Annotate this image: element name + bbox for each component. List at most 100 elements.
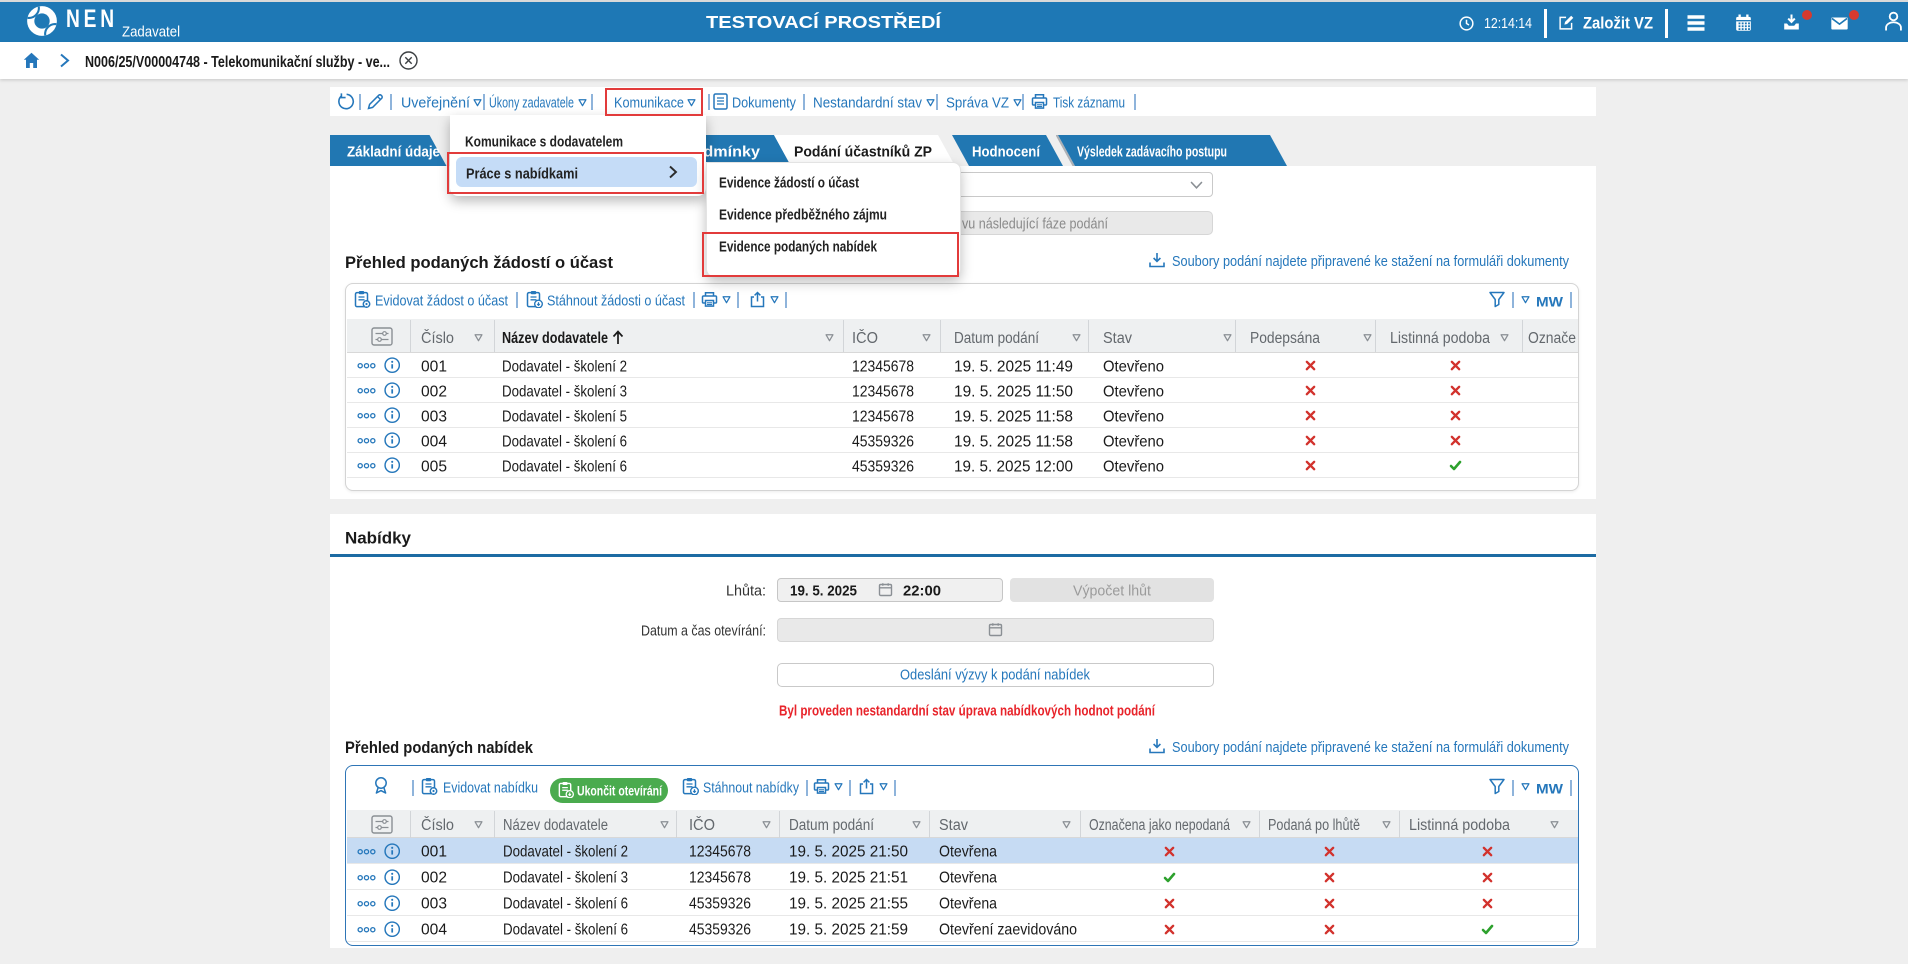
svg-text:IČO: IČO	[689, 817, 715, 834]
svg-text:19. 5. 2025 11:58: 19. 5. 2025 11:58	[954, 434, 1073, 451]
svg-text:004: 004	[421, 434, 447, 451]
svg-text:Evidence podaných nabídek: Evidence podaných nabídek	[719, 239, 878, 256]
svg-text:Datum podání: Datum podání	[954, 330, 1040, 347]
svg-text:19. 5. 2025 21:59: 19. 5. 2025 21:59	[789, 922, 908, 939]
svg-text:Označena jako nepodaná: Označena jako nepodaná	[1089, 817, 1230, 834]
svg-text:45359326: 45359326	[852, 459, 914, 476]
svg-text:Dodavatel - školení 3: Dodavatel - školení 3	[502, 384, 627, 401]
svg-text:Stav: Stav	[1103, 330, 1132, 347]
svg-text:12345678: 12345678	[852, 359, 914, 376]
svg-text:Dodavatel - školení 6: Dodavatel - školení 6	[502, 434, 627, 451]
svg-text:003: 003	[421, 896, 447, 913]
svg-text:12345678: 12345678	[689, 870, 751, 887]
svg-text:Evidovat nabídku: Evidovat nabídku	[443, 780, 538, 797]
svg-text:Listinná podoba: Listinná podoba	[1409, 817, 1510, 834]
svg-text:Soubory podání najdete připrav: Soubory podání najdete připravené ke sta…	[1172, 254, 1570, 270]
svg-text:Otevřeno: Otevřeno	[1103, 434, 1164, 451]
svg-text:005: 005	[421, 459, 447, 476]
svg-text:001: 001	[421, 359, 447, 376]
svg-text:Dodavatel - školení 6: Dodavatel - školení 6	[502, 459, 627, 476]
svg-text:Číslo: Číslo	[421, 330, 454, 347]
svg-text:Dodavatel - školení 2: Dodavatel - školení 2	[502, 359, 627, 376]
svg-text:Uveřejnění: Uveřejnění	[401, 95, 471, 112]
svg-text:Ukončit otevírání: Ukončit otevírání	[577, 783, 663, 798]
svg-text:Listinná podoba: Listinná podoba	[1390, 330, 1490, 347]
svg-text:N006/25/V00004748 - Telekomuni: N006/25/V00004748 - Telekomunikační služ…	[85, 54, 390, 71]
svg-text:Otevřeno: Otevřeno	[1103, 359, 1164, 376]
svg-text:002: 002	[421, 870, 447, 887]
svg-text:Výsledek zadávacího postupu: Výsledek zadávacího postupu	[1077, 144, 1227, 161]
svg-text:Komunikace: Komunikace	[614, 95, 684, 112]
svg-text:Dodavatel - školení 2: Dodavatel - školení 2	[503, 844, 628, 861]
svg-text:Stáhnout žádosti o účast: Stáhnout žádosti o účast	[547, 293, 686, 310]
svg-text:Výpočet lhůt: Výpočet lhůt	[1073, 583, 1152, 600]
svg-text:001: 001	[421, 844, 447, 861]
svg-text:Odeslání výzvy k podání nabíde: Odeslání výzvy k podání nabídek	[900, 667, 1090, 684]
svg-text:19. 5. 2025 21:50: 19. 5. 2025 21:50	[789, 844, 908, 861]
svg-text:19. 5. 2025 11:58: 19. 5. 2025 11:58	[954, 409, 1073, 426]
svg-text:Přehled podaných nabídek: Přehled podaných nabídek	[345, 739, 534, 757]
svg-text:Datum a čas otevírání:: Datum a čas otevírání:	[641, 623, 766, 640]
svg-text:Evidovat žádost o účast: Evidovat žádost o účast	[375, 293, 509, 310]
svg-text:Otevřena: Otevřena	[939, 870, 997, 887]
svg-text:12345678: 12345678	[852, 409, 914, 426]
svg-text:Stav: Stav	[939, 817, 968, 834]
svg-text:Nabídky: Nabídky	[345, 529, 412, 548]
svg-text:Otevřena: Otevřena	[939, 896, 997, 913]
svg-text:12:14:14: 12:14:14	[1484, 16, 1532, 32]
svg-text:22:00: 22:00	[903, 583, 941, 600]
svg-text:Hodnocení: Hodnocení	[972, 144, 1041, 161]
svg-text:Zadavatel: Zadavatel	[122, 24, 180, 41]
svg-text:vu následující fáze podání: vu následující fáze podání	[962, 216, 1109, 233]
svg-text:Přehled podaných žádostí o úča: Přehled podaných žádostí o účast	[345, 254, 613, 272]
svg-text:19. 5. 2025 21:51: 19. 5. 2025 21:51	[789, 870, 908, 887]
svg-text:TESTOVACÍ PROSTŘEDÍ: TESTOVACÍ PROSTŘEDÍ	[706, 12, 942, 32]
svg-text:MW: MW	[1536, 781, 1563, 796]
svg-text:Otevřena: Otevřena	[939, 844, 997, 861]
svg-text:19. 5. 2025 11:49: 19. 5. 2025 11:49	[954, 359, 1073, 376]
svg-text:19. 5. 2025 21:55: 19. 5. 2025 21:55	[789, 896, 908, 913]
svg-text:19. 5. 2025 11:50: 19. 5. 2025 11:50	[954, 384, 1073, 401]
svg-text:45359326: 45359326	[689, 922, 751, 939]
svg-text:002: 002	[421, 384, 447, 401]
svg-text:Úkony zadavatele: Úkony zadavatele	[489, 95, 574, 112]
svg-text:Správa VZ: Správa VZ	[946, 95, 1009, 112]
svg-text:Datum podání: Datum podání	[789, 817, 875, 834]
svg-text:IČO: IČO	[852, 330, 878, 347]
svg-text:Název dodavatele: Název dodavatele	[502, 330, 608, 347]
svg-text:Tisk záznamu: Tisk záznamu	[1053, 95, 1125, 112]
svg-text:Dodavatel - školení 6: Dodavatel - školení 6	[503, 896, 628, 913]
svg-text:Podání účastníků ZP: Podání účastníků ZP	[794, 144, 932, 161]
svg-text:45359326: 45359326	[689, 896, 751, 913]
svg-text:Podepsána: Podepsána	[1250, 330, 1320, 347]
svg-text:Dodavatel - školení 6: Dodavatel - školení 6	[503, 922, 628, 939]
svg-text:Stáhnout nabídky: Stáhnout nabídky	[703, 780, 799, 797]
svg-text:003: 003	[421, 409, 447, 426]
svg-text:Otevřeno: Otevřeno	[1103, 409, 1164, 426]
svg-text:Otevřeno: Otevřeno	[1103, 459, 1164, 476]
svg-text:Lhůta:: Lhůta:	[726, 583, 766, 600]
svg-text:NEN: NEN	[66, 5, 118, 33]
svg-text:Dodavatel - školení 5: Dodavatel - školení 5	[502, 409, 627, 426]
svg-text:Otevření zaevidováno: Otevření zaevidováno	[939, 922, 1077, 939]
svg-text:Otevřeno: Otevřeno	[1103, 384, 1164, 401]
svg-text:19. 5. 2025: 19. 5. 2025	[790, 583, 857, 600]
svg-text:Podaná po lhůtě: Podaná po lhůtě	[1268, 817, 1360, 834]
svg-text:Byl proveden nestandardní stav: Byl proveden nestandardní stav úprava na…	[779, 703, 1156, 720]
svg-text:Soubory podání najdete připrav: Soubory podání najdete připravené ke sta…	[1172, 740, 1570, 756]
svg-text:12345678: 12345678	[689, 844, 751, 861]
svg-text:Název dodavatele: Název dodavatele	[503, 817, 608, 834]
svg-text:45359326: 45359326	[852, 434, 914, 451]
svg-text:Označe: Označe	[1528, 330, 1576, 347]
svg-text:Nestandardní stav: Nestandardní stav	[813, 95, 922, 112]
svg-text:12345678: 12345678	[852, 384, 914, 401]
svg-text:004: 004	[421, 922, 447, 939]
svg-text:Evidence předběžného zájmu: Evidence předběžného zájmu	[719, 207, 887, 224]
svg-text:Dodavatel - školení 3: Dodavatel - školení 3	[503, 870, 628, 887]
svg-text:Evidence žádostí o účast: Evidence žádostí o účast	[719, 175, 859, 192]
svg-text:19. 5. 2025 12:00: 19. 5. 2025 12:00	[954, 459, 1073, 476]
svg-text:MW: MW	[1536, 294, 1563, 309]
svg-text:Založit VZ: Založit VZ	[1583, 14, 1653, 33]
svg-text:Dokumenty: Dokumenty	[732, 95, 796, 112]
svg-text:Komunikace s dodavatelem: Komunikace s dodavatelem	[465, 134, 623, 151]
